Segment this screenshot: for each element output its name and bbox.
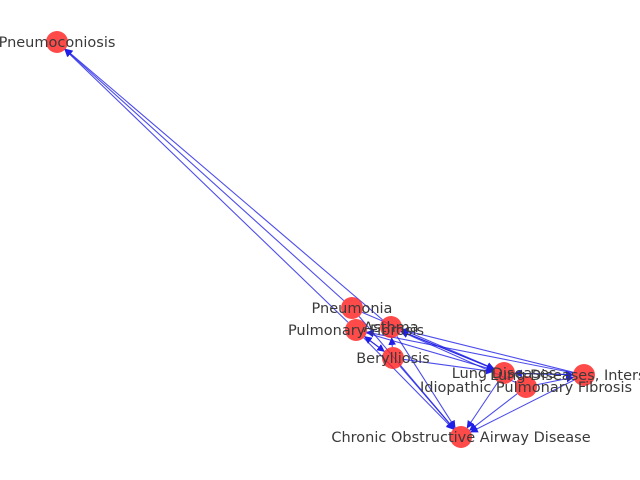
node-label-berylliosis: Berylliosis bbox=[356, 351, 430, 367]
node-label-pulmonary-fibrosis: Pulmonary Fibrosis bbox=[288, 323, 424, 339]
node-berylliosis[interactable] bbox=[382, 347, 404, 369]
edge-lung_diseases_interstitial-to-asthma bbox=[400, 327, 574, 373]
node-copd[interactable] bbox=[450, 426, 472, 448]
edge-berylliosis-to-asthma bbox=[388, 337, 396, 348]
edge-ipf-to-lung_diseases_interstitial bbox=[536, 374, 574, 386]
edge-lung_diseases_interstitial-to-pulmonary_fibrosis bbox=[366, 329, 574, 374]
edge-pneumonia-to-pneumoconiosis bbox=[64, 48, 345, 302]
nodes-layer bbox=[46, 31, 595, 448]
labels-layer: Pneumoconiosis Pneumonia Pulmonary Fibrosi… bbox=[0, 35, 640, 446]
node-lung-diseases[interactable] bbox=[493, 362, 515, 384]
node-label-asthma: Asthma bbox=[363, 320, 418, 336]
node-label-pneumoconiosis: Pneumoconiosis bbox=[0, 35, 115, 51]
edge-asthma-to-copd bbox=[396, 335, 456, 429]
node-label-lung-diseases-interstitial: Lung Diseases, Interstitial bbox=[490, 368, 640, 384]
node-pneumoconiosis[interactable] bbox=[46, 31, 68, 53]
edge-lung_diseases_interstitial-to-lung_diseases bbox=[514, 369, 574, 378]
node-label-lung-diseases: Lung Diseases bbox=[452, 366, 557, 382]
edge-pulmonary_fibrosis-to-copd bbox=[363, 337, 454, 430]
node-lung-diseases-interstitial[interactable] bbox=[573, 364, 595, 386]
node-label-pneumonia: Pneumonia bbox=[312, 301, 393, 317]
edge-berylliosis-to-lung_diseases bbox=[403, 358, 494, 375]
node-asthma[interactable] bbox=[380, 316, 402, 338]
node-label-copd: Chronic Obstructive Airway Disease bbox=[331, 430, 590, 446]
edge-asthma-to-pneumoconiosis bbox=[64, 48, 383, 321]
edge-lung_diseases-to-asthma bbox=[400, 330, 495, 370]
node-pulmonary-fibrosis[interactable] bbox=[345, 319, 367, 341]
edge-pulmonary_fibrosis-to-berylliosis bbox=[364, 336, 385, 352]
edge-pulmonary_fibrosis-to-pneumoconiosis bbox=[64, 49, 349, 323]
edge-lung_diseases_interstitial-to-copd bbox=[470, 379, 575, 433]
node-ipf[interactable] bbox=[515, 376, 537, 398]
edge-pulmonary_fibrosis-to-lung_diseases bbox=[366, 332, 495, 372]
node-pneumonia[interactable] bbox=[341, 297, 363, 319]
edge-berylliosis-to-copd bbox=[399, 365, 455, 430]
edge-ipf-to-copd bbox=[469, 393, 518, 431]
node-label-ipf: Idiopathic Pulmonary Fibrosis bbox=[420, 380, 632, 396]
edge-lung_diseases-to-copd bbox=[466, 381, 499, 429]
